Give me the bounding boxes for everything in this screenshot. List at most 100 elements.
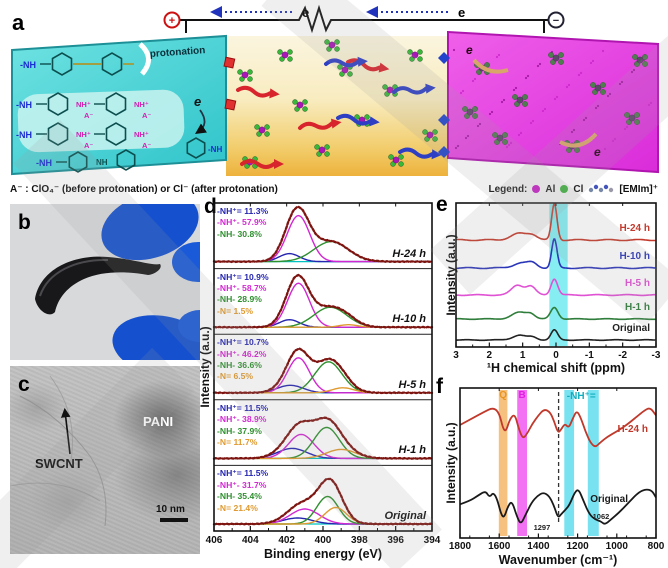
chain-label: A⁻ <box>84 141 93 150</box>
electrolyte-ions <box>237 39 438 169</box>
x-tick-label: -3 <box>652 350 661 361</box>
swcnt-arrow-icon <box>60 407 71 455</box>
band-label-b: B <box>518 390 526 401</box>
benzene-ring <box>116 149 136 171</box>
x-tick-label: 1800 <box>449 541 472 552</box>
alcl4-cluster <box>314 144 330 157</box>
panel-d-xlabel: Binding energy (eV) <box>263 547 383 561</box>
pani-label: PANI <box>143 414 174 429</box>
alcl4-cluster-dark <box>492 132 508 145</box>
nmr-curve-label: H-24 h <box>619 223 650 234</box>
envelope-curve <box>212 273 434 329</box>
xps-percentage-line: -NH⁺= 11.5% <box>217 468 269 479</box>
xps-percentage-line: -N= 1.5% <box>217 305 254 316</box>
xps-percentage-line: -NH⁺- 31.7% <box>217 479 267 490</box>
electrode-left: -NH -NH NH⁺ A⁻ NH⁺ A⁻ -NH NH⁺ A⁻ NH⁺ A⁻ -NH NH -NH pr… <box>11 34 227 176</box>
panel-b-letter: b <box>18 211 31 234</box>
x-tick-label: 800 <box>648 541 665 552</box>
benzene-ring <box>105 122 127 146</box>
band-label-q: Q <box>499 390 507 401</box>
alcl4-cluster-dark <box>512 94 528 107</box>
red-flux-arrow <box>298 118 342 130</box>
x-tick-label: -2 <box>618 350 627 361</box>
alcl4-cluster-dark <box>624 112 640 125</box>
minus-sign: − <box>553 15 559 27</box>
xps-percentage-line: -NH⁺- 58.7% <box>217 283 267 293</box>
panel-c-letter: c <box>18 373 30 396</box>
benzene-ring <box>47 122 69 146</box>
minus-terminal-icon <box>547 11 565 29</box>
blue-flux-arrow <box>324 56 368 68</box>
benzene-ring <box>68 151 88 173</box>
x-tick-label: 1600 <box>488 541 511 552</box>
panel-e-letter: e <box>436 193 448 216</box>
chain-label: A⁻ <box>84 111 93 120</box>
ftir-band <box>498 390 508 536</box>
diffusion-arrow-icon <box>472 58 509 74</box>
flexible-film-illustration <box>35 204 200 360</box>
blue-marker <box>438 146 450 158</box>
envelope-curve <box>212 416 434 460</box>
panel-c-tem-image: c SWCNT PANI 10 nm <box>10 366 200 554</box>
red-marker <box>224 98 237 111</box>
chain-label: -NH <box>36 158 52 168</box>
red-flux-arrow <box>346 58 390 73</box>
benzene-ring <box>186 137 206 159</box>
xps-sample-label: H-24 h <box>392 247 426 260</box>
nmr-curve-label: H-5 h <box>625 278 650 289</box>
alcl4-cluster <box>237 69 253 82</box>
x-tick-label: 400 <box>315 535 332 546</box>
panel-f-letter: f <box>436 375 443 398</box>
electron-arrow-icon <box>195 109 207 134</box>
benzene-ring <box>47 92 69 116</box>
blue-flux-arrow <box>392 83 436 95</box>
alcl4-cluster-dark <box>632 54 648 67</box>
xps-sample-label: Original <box>384 510 426 522</box>
nmr-curve <box>456 238 656 270</box>
chain-label: NH⁺ <box>76 130 91 139</box>
circuit: + − e e <box>163 4 565 34</box>
envelope-curve <box>212 477 434 526</box>
xps-percentages: -NH⁺= 11.5% -NH⁺- 31.7% -NH- 35.4% -N= 21.4… <box>217 468 268 514</box>
scale-bar <box>160 518 188 522</box>
chain-label: -NH <box>16 130 32 140</box>
alcl4-cluster <box>407 49 423 62</box>
blue-marker <box>438 52 450 64</box>
xps-percentage-line: -N= 6.5% <box>217 371 254 382</box>
xps-percentage-line: -N= 11.7% <box>217 437 258 448</box>
nmr-curve-label: Original <box>612 323 650 334</box>
electron-label-right: e <box>458 5 465 20</box>
chain-label: NH⁺ <box>134 100 149 109</box>
chain-label: NH⁺ <box>76 100 91 109</box>
xps-percentages: -NH⁺= 11.3% -NH⁺- 57.9% -NH- 30.8% <box>217 206 268 240</box>
x-tick-label: 398 <box>351 535 368 546</box>
panel-f-xlabel: Wavenumber (cm⁻¹) <box>498 553 618 567</box>
chain-label: A⁻ <box>142 141 151 150</box>
x-tick-label: 396 <box>387 535 404 546</box>
xps-sample-label: H-1 h <box>398 444 427 457</box>
alcl4-cluster-dark <box>590 82 606 95</box>
xps-percentage-line: -NH⁺- 57.9% <box>217 217 267 228</box>
blue-flux-arrow <box>398 147 442 160</box>
electron-label-right-electrode-2: e <box>594 145 601 159</box>
ion-legend: Legend: Al Cl [EMIm]⁺ <box>489 183 659 195</box>
x-tick-label: 404 <box>242 535 259 546</box>
xps-percentage-line: -NH- 28.9% <box>217 294 262 305</box>
x-tick-label: -1 <box>585 350 594 361</box>
ftir-annotation-1297: 1297 <box>533 523 551 532</box>
benzene-ring <box>51 52 73 76</box>
polymer-chains: -NH -NH NH⁺ A⁻ NH⁺ A⁻ -NH NH⁺ A⁻ NH⁺ A⁻ -NH NH -NH <box>16 52 222 173</box>
emim-molecule-icon <box>589 184 614 193</box>
plot-frame <box>459 387 657 539</box>
xps-percentage-line: -N= 21.4% <box>217 502 258 513</box>
alcl4-cluster <box>292 99 308 112</box>
ftir-band <box>517 390 528 536</box>
electrode-right: e e <box>447 30 659 174</box>
blue-flux-arrow <box>336 113 380 127</box>
nmr-curve <box>456 203 656 242</box>
x-tick-label: 1000 <box>606 541 629 552</box>
protonation-label: protonation <box>149 45 205 60</box>
